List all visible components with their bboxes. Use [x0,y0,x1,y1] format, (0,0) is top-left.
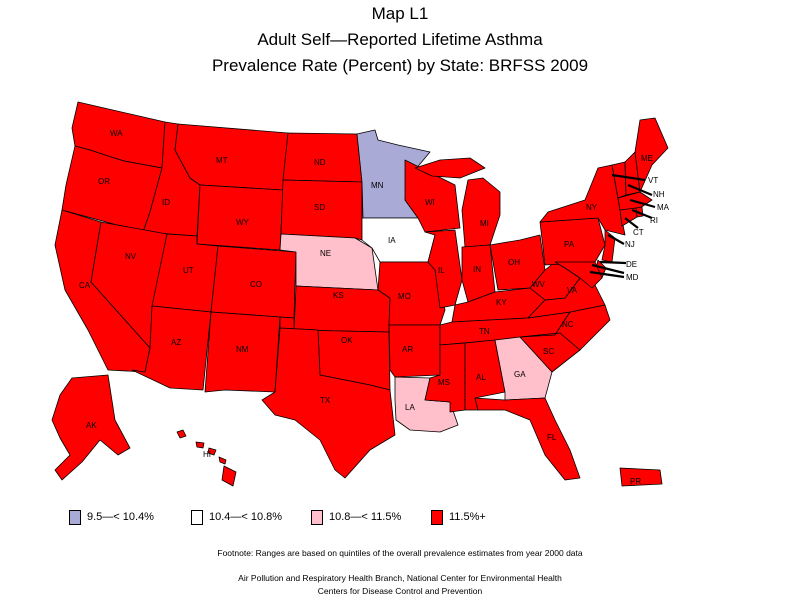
label-va: VA [567,286,578,295]
legend-swatch [311,509,323,525]
label-ia: IA [388,236,396,245]
label-co: CO [250,280,262,289]
label-ca: CA [79,281,91,290]
state-pr[interactable] [619,467,663,487]
label-ny: NY [586,203,598,212]
label-vt: VT [648,176,658,185]
label-hi: HI [203,450,211,459]
state-ct[interactable] [619,207,638,227]
state-labels: WA OR CA ID NV MT WY UT AZ CO NM ND SD N… [79,129,670,486]
label-mt: MT [216,156,228,165]
label-ok: OK [341,336,353,345]
state-sd[interactable] [280,179,363,241]
label-oh: OH [508,258,520,267]
label-la: LA [405,403,415,412]
label-nh: NH [653,190,665,199]
label-pr: PR [630,477,641,486]
label-pa: PA [564,240,575,249]
map-subtitle: Adult Self—Reported Lifetime Asthma [257,30,543,49]
state-nm[interactable] [204,311,281,393]
label-nm: NM [236,345,249,354]
label-wi: WI [425,198,435,207]
state-hi[interactable] [176,429,237,487]
label-wv: WV [532,280,546,289]
map-subtitle-2: Prevalence Rate (Percent) by State: BRFS… [211,56,589,75]
map-title: Map L1 [371,4,429,23]
state-md[interactable] [554,261,603,289]
label-de: DE [626,260,637,269]
label-tn: TN [479,327,490,336]
label-tx: TX [320,396,331,405]
label-nj: NJ [625,240,635,249]
label-nv: NV [125,252,137,261]
label-al: AL [476,373,486,382]
label-id: ID [162,198,170,207]
label-in: IN [473,265,481,274]
label-ri: RI [650,216,658,225]
label-ar: AR [402,345,413,354]
label-mi: MI [480,219,489,228]
source-line-2: Centers for Disease Control and Preventi… [317,586,483,596]
label-me: ME [641,154,653,163]
label-fl: FL [547,433,557,442]
legend-item-q1: 9.5—< 10.4% [69,509,154,525]
label-mo: MO [398,292,411,301]
label-ut: UT [183,266,194,275]
legend-label: 11.5%+ [449,511,486,523]
state-fl[interactable] [474,397,581,481]
state-il[interactable] [424,229,463,309]
label-ma: MA [657,203,670,212]
state-me[interactable] [634,117,669,193]
legend-swatch [69,509,81,525]
label-or: OR [98,177,110,186]
label-wa: WA [110,129,123,138]
legend-swatch [191,509,203,525]
label-wy: WY [236,218,250,227]
label-ky: KY [496,298,507,307]
state-mi[interactable] [461,177,501,248]
label-md: MD [626,273,639,282]
label-ct: CT [633,228,644,237]
label-sc: SC [543,347,554,356]
legend-label: 10.8—< 11.5% [329,511,402,523]
label-nc: NC [562,320,574,329]
label-ks: KS [333,291,344,300]
label-az: AZ [171,338,181,347]
legend-item-q2: 10.4—< 10.8% [191,509,282,525]
label-ak: AK [86,421,97,430]
legend-swatch [431,509,443,525]
label-il: IL [438,266,445,275]
state-mi-upper[interactable] [414,157,486,179]
legend-item-q4: 11.5%+ [431,509,486,525]
source-line-1: Air Pollution and Respiratory Health Bra… [238,573,562,583]
label-nd: ND [314,158,326,167]
label-ne: NE [320,249,331,258]
label-ms: MS [438,378,450,387]
footnote: Footnote: Ranges are based on quintiles … [217,548,583,558]
label-sd: SD [314,203,325,212]
state-tx[interactable] [261,327,396,479]
label-mn: MN [371,181,384,190]
legend-label: 9.5—< 10.4% [87,511,154,523]
state-ak[interactable] [51,374,131,481]
state-ar[interactable] [388,324,441,378]
label-ga: GA [514,370,526,379]
leader-lines [589,173,656,279]
legend-item-q3: 10.8—< 11.5% [311,509,401,525]
legend-label: 10.4—< 10.8% [209,511,283,523]
